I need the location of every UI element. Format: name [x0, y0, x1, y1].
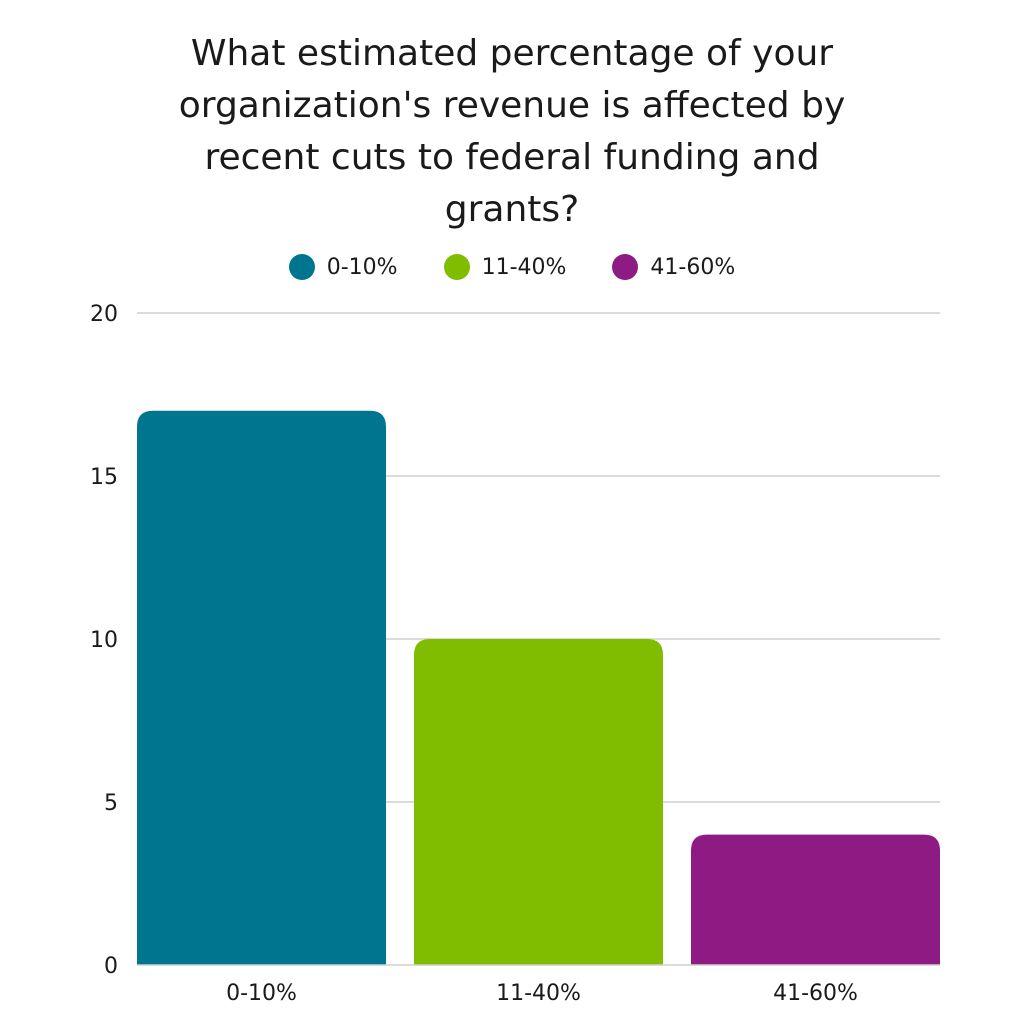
legend: 0-10% 11-40% 41-60%: [0, 250, 1024, 284]
bar-11-40: [414, 639, 663, 965]
y-tick-label-20: 20: [90, 302, 118, 327]
y-tick-label-10: 10: [90, 628, 118, 653]
legend-swatch-41-60: [612, 254, 639, 280]
chart-title: What estimated percentage of your organi…: [178, 33, 846, 230]
y-tick-label-0: 0: [104, 954, 118, 979]
x-axis-ticks: 0-10% 11-40% 41-60%: [226, 981, 858, 1006]
legend-label-11-40: 11-40%: [481, 254, 567, 280]
legend-label-41-60: 41-60%: [650, 254, 736, 280]
legend-swatch-11-40: [443, 254, 470, 280]
y-axis-ticks: 0 5 10 15 20: [90, 302, 118, 979]
bar-0-10: [137, 410, 386, 965]
bars: [137, 410, 940, 966]
x-tick-label-0-10: 0-10%: [226, 981, 297, 1006]
legend-label-0-10: 0-10%: [326, 254, 398, 280]
legend-item-41-60: 41-60%: [612, 254, 735, 280]
y-tick-label-5: 5: [104, 791, 118, 816]
legend-item-0-10: 0-10%: [288, 254, 398, 280]
legend-swatch-0-10: [288, 254, 315, 280]
x-tick-label-11-40: 11-40%: [496, 981, 581, 1006]
legend-item-11-40: 11-40%: [443, 254, 567, 280]
y-tick-label-15: 15: [90, 465, 118, 490]
bar-41-60: [691, 834, 940, 965]
x-tick-label-41-60: 41-60%: [773, 981, 858, 1006]
